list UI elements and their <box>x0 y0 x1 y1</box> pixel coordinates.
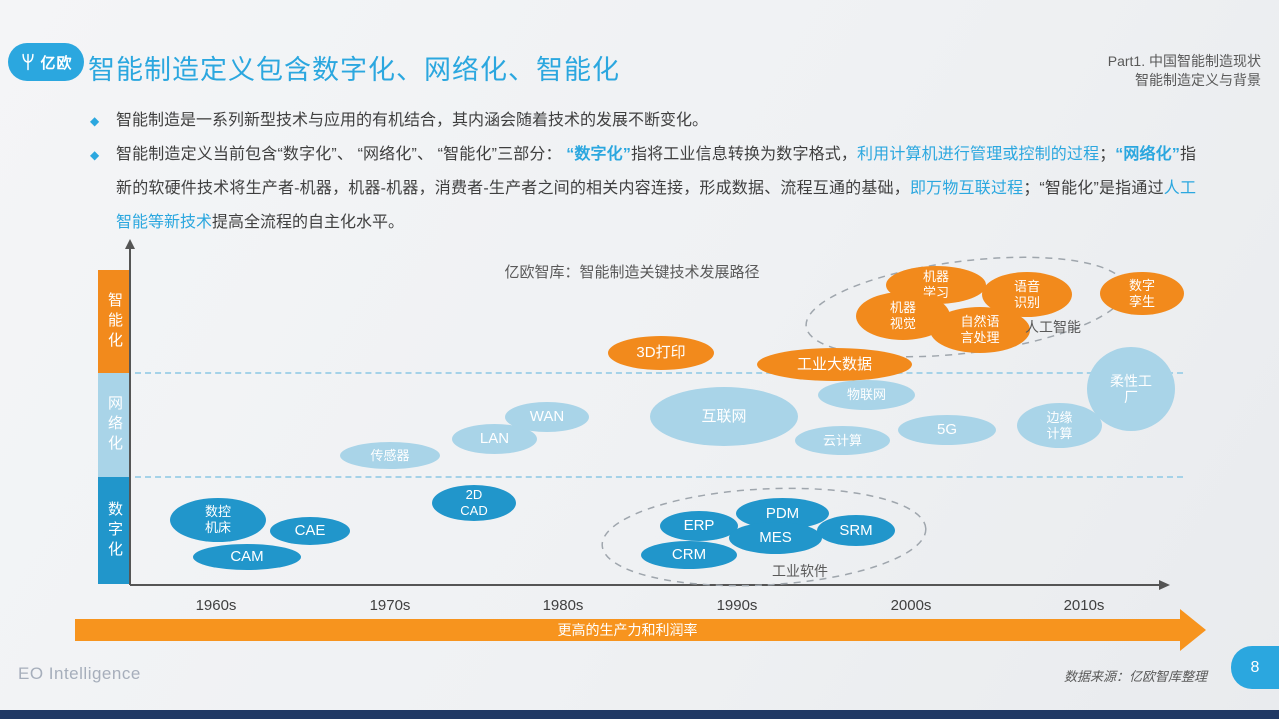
bubble-smart: 语音 识别 <box>982 272 1072 317</box>
logo-text: 亿欧 <box>40 54 73 72</box>
bubble-smart: 3D打印 <box>608 336 714 370</box>
decade-label: 1960s <box>195 597 237 614</box>
bubble-network: 5G <box>898 415 996 445</box>
y-axis-arrow-icon <box>125 239 135 249</box>
bubble-network: LAN <box>452 424 537 454</box>
bubble-digital: CAE <box>270 517 350 545</box>
bubble-smart: 机器 视觉 <box>856 292 950 340</box>
part-line2: 智能制造定义与背景 <box>1135 72 1261 88</box>
bullet2-text: 智能制造定义当前包含“数字化”、 “网络化”、 “智能化”三部分： “数字化”指… <box>116 138 1196 240</box>
axis-band: 数字化 <box>98 477 131 584</box>
bubble-network: 物联网 <box>818 380 915 410</box>
cluster-label: 人工智能 <box>1025 319 1081 335</box>
row-separator-network-digital <box>135 476 1183 478</box>
bullet2-segment: “网络化” <box>1115 146 1180 163</box>
decade-label: 1970s <box>369 597 411 614</box>
bubble-smart: 自然语 言处理 <box>930 307 1030 353</box>
y-axis <box>129 248 131 585</box>
diamond-bullet-icon: ◆ <box>90 114 100 128</box>
bullet2-segment: ； <box>1099 146 1116 163</box>
bubble-digital: 2D CAD <box>432 485 516 521</box>
bubble-network: 传感器 <box>340 442 440 469</box>
bullet2-segment: 指将工业信息转换为数字格式， <box>630 146 858 163</box>
bubble-network: 互联网 <box>650 387 798 446</box>
bullet-item-2: ◆ 智能制造定义当前包含“数字化”、 “网络化”、 “智能化”三部分： “数字化… <box>90 138 1196 240</box>
row-separator-smart-network <box>135 372 1183 374</box>
eo-logo-trident-icon <box>22 53 35 71</box>
bubble-smart: 数字 孪生 <box>1100 272 1184 315</box>
bullet2-segment: 提高全流程的自主化水平。 <box>212 214 405 231</box>
decade-label: 2000s <box>890 597 932 614</box>
bubble-digital: SRM <box>817 515 895 546</box>
bubble-digital: PDM <box>736 498 829 529</box>
bullet-item-1: ◆ 智能制造是一系列新型技术与应用的有机结合，其内涵会随着技术的发展不断变化。 <box>90 104 1196 138</box>
chart-title: 亿欧智库：智能制造关键技术发展路径 <box>504 264 760 281</box>
data-source-text: 数据来源：亿欧智库整理 <box>1063 669 1207 684</box>
bubble-digital: 数控 机床 <box>170 498 266 542</box>
page-number-badge: 8 <box>1231 646 1279 689</box>
bullet2-segment: “数字化” <box>566 146 631 163</box>
bubble-digital: CRM <box>641 541 737 569</box>
bullet2-segment: 即万物互联过程 <box>909 180 1024 197</box>
bubble-network: 云计算 <box>795 426 890 455</box>
bubble-network: 柔性工 厂 <box>1087 347 1175 431</box>
cluster-ellipse <box>805 256 1127 358</box>
productivity-arrow: 更高的生产力和利润率 <box>75 619 1180 641</box>
x-axis-arrow-icon <box>1159 580 1170 590</box>
bubble-smart: 工业大数据 <box>757 348 912 381</box>
bullet2-segment: 智能制造定义当前包含“数字化”、 “网络化”、 “智能化”三部分： <box>116 146 567 163</box>
cluster-ellipse <box>601 487 927 587</box>
bullet2-segment: 指新的软硬件技术将生产者-机器，机器-机器，消费者-生产者之间的相关内容连接，形… <box>116 146 1196 197</box>
bottom-bar <box>0 710 1279 719</box>
axis-band: 网络化 <box>98 373 131 477</box>
eo-logo: 亿欧 <box>8 43 84 81</box>
bullet2-segment: ；“智能化”是指通过 <box>1023 180 1164 197</box>
decade-label: 2010s <box>1063 597 1105 614</box>
section-breadcrumb: Part1. 中国智能制造现状 智能制造定义与背景 <box>1108 52 1261 90</box>
bubble-network: WAN <box>505 402 589 432</box>
productivity-arrowhead-icon <box>1180 609 1206 651</box>
decade-label: 1980s <box>542 597 584 614</box>
bubble-digital: MES <box>729 522 822 554</box>
bullet2-segment: 利用计算机进行管理或控制的过程 <box>857 146 1100 163</box>
diamond-bullet-icon: ◆ <box>90 148 100 162</box>
bullet-list: ◆ 智能制造是一系列新型技术与应用的有机结合，其内涵会随着技术的发展不断变化。 … <box>90 104 1196 240</box>
bubble-digital: CAM <box>193 544 301 570</box>
decade-label: 1990s <box>716 597 758 614</box>
axis-band: 智能化 <box>98 270 131 373</box>
page-title: 智能制造定义包含数字化、网络化、智能化 <box>88 55 620 85</box>
part-line1: Part1. 中国智能制造现状 <box>1107 53 1261 69</box>
bullet2-segment: 人工智能等新技术 <box>116 180 1196 231</box>
bubble-smart: 机器 学习 <box>886 266 986 304</box>
bubble-digital: ERP <box>660 511 738 541</box>
cluster-label: 工业软件 <box>772 563 828 579</box>
bullet1-text: 智能制造是一系列新型技术与应用的有机结合，其内涵会随着技术的发展不断变化。 <box>116 112 709 129</box>
x-axis <box>130 584 1160 586</box>
bubble-network: 边缘 计算 <box>1017 403 1102 448</box>
page-number: 8 <box>1250 658 1260 676</box>
banner-label: 更高的生产力和利润率 <box>557 622 698 638</box>
brand-text: EO Intelligence <box>18 664 141 683</box>
